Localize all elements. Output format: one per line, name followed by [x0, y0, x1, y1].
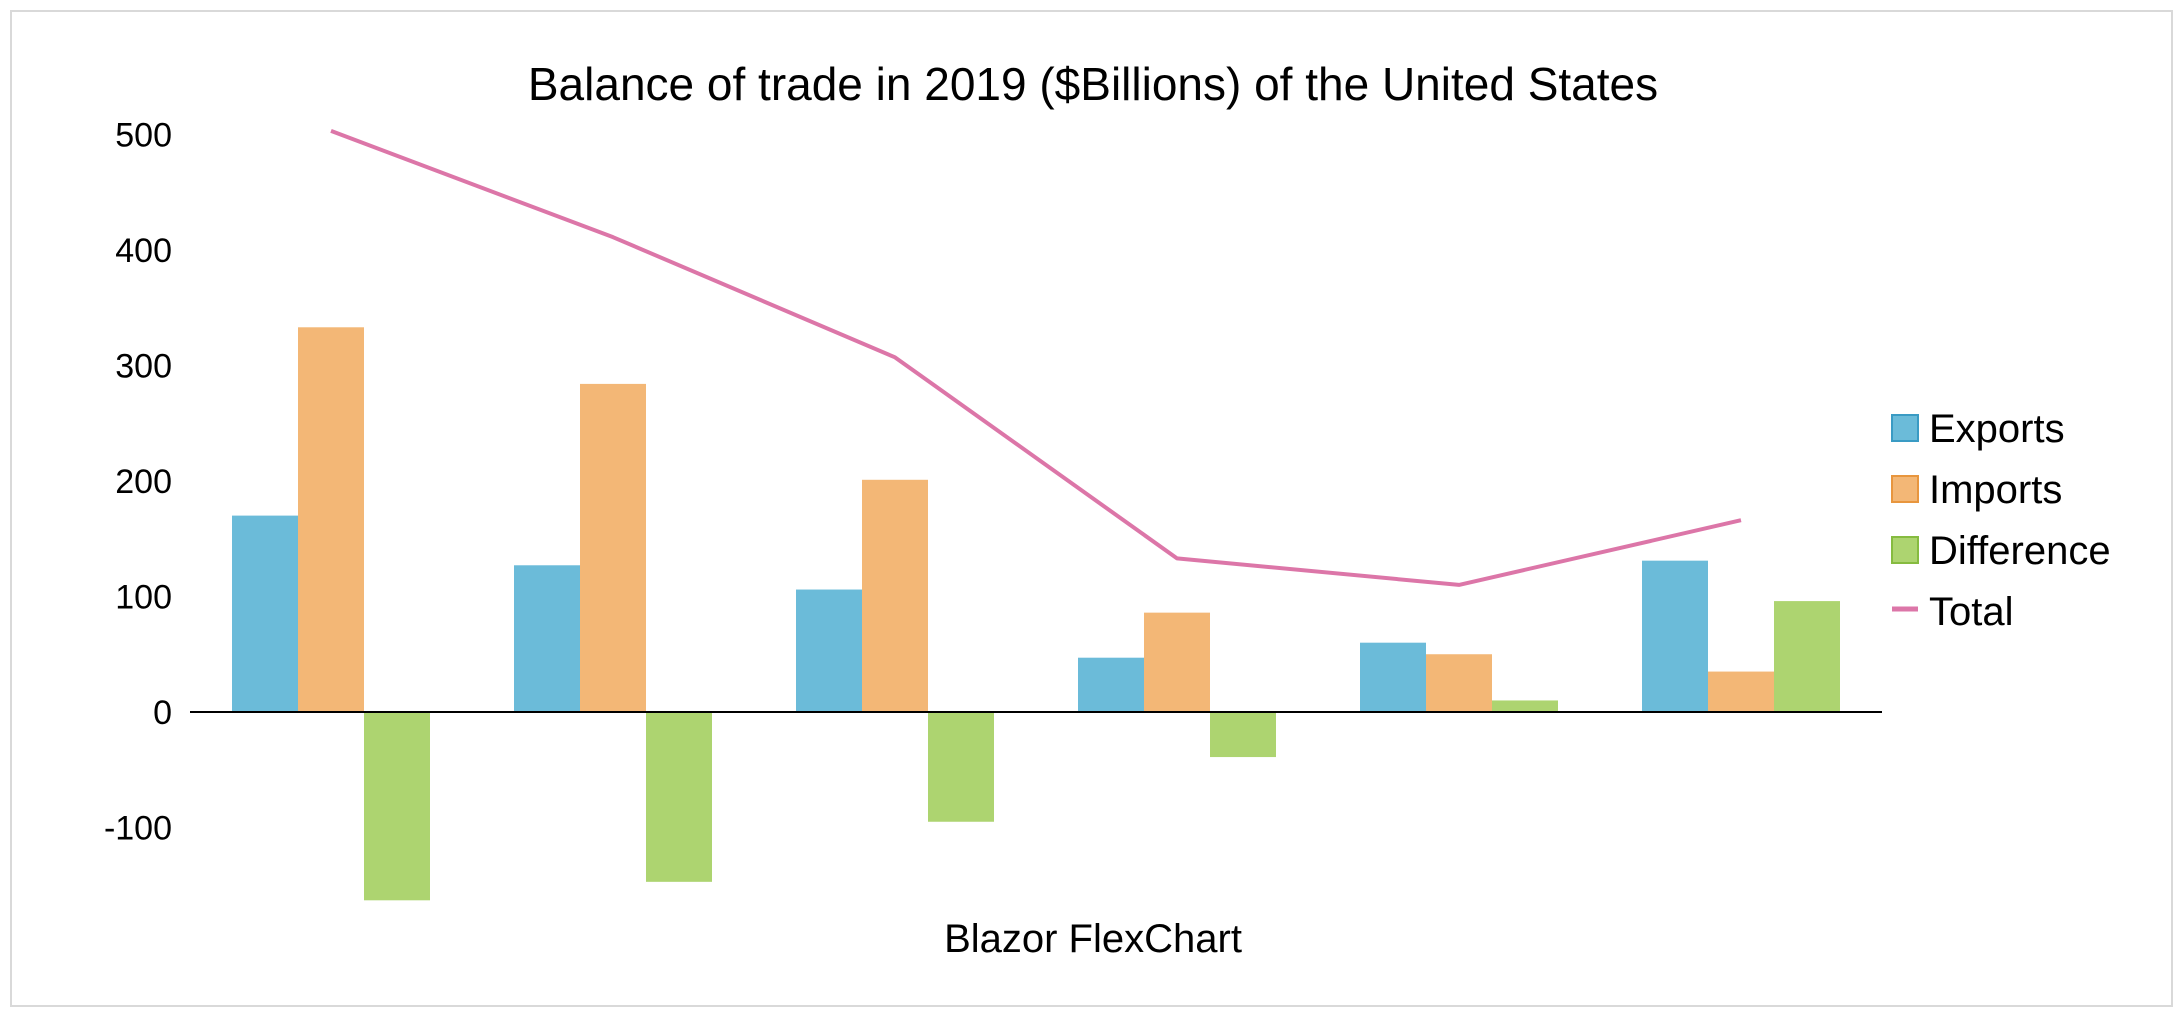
y-tick-label: 400: [115, 232, 172, 270]
line-total: [330, 129, 1742, 587]
legend-item-imports: Imports: [1891, 468, 2062, 512]
bar-difference: [1492, 700, 1558, 712]
legend-swatch: [1891, 536, 1919, 564]
chart-title: Balance of trade in 2019 ($Billions) of …: [528, 58, 1658, 110]
bar-series: [232, 327, 1840, 901]
bar-exports: [796, 589, 862, 712]
legend-label: Exports: [1929, 407, 2065, 451]
legend-item-total: Total: [1892, 590, 2014, 634]
legend-label: Total: [1929, 590, 2014, 634]
bar-imports: [862, 479, 928, 712]
y-tick-label: -100: [104, 810, 172, 848]
y-tick-label: 500: [115, 116, 172, 154]
legend-swatch: [1891, 475, 1919, 503]
bar-difference: [928, 712, 994, 822]
y-tick-label: 200: [115, 463, 172, 501]
bar-imports: [1426, 654, 1492, 712]
y-tick-label: 100: [115, 578, 172, 616]
legend: Exports Imports Difference Total: [1891, 407, 2111, 634]
legend-swatch: [1891, 414, 1919, 442]
series-imports-bars: [298, 327, 1774, 712]
series-difference-bars: [364, 601, 1840, 901]
bar-imports: [580, 383, 646, 712]
bar-exports: [514, 565, 580, 712]
line-series: [330, 129, 1742, 587]
bar-difference: [646, 712, 712, 882]
bar-difference: [1210, 712, 1276, 758]
bar-difference: [1774, 601, 1840, 712]
chart-footer: Blazor FlexChart: [944, 917, 1242, 961]
bar-exports: [1360, 642, 1426, 712]
y-axis-ticks: 500 400 300 200 100 0 -100: [104, 116, 172, 847]
legend-item-exports: Exports: [1891, 407, 2065, 451]
legend-item-difference: Difference: [1891, 529, 2111, 573]
bar-imports: [1144, 612, 1210, 712]
legend-label: Imports: [1929, 468, 2062, 512]
y-tick-label: 300: [115, 347, 172, 385]
y-tick-label: 0: [153, 694, 172, 732]
bar-imports: [298, 327, 364, 712]
series-exports-bars: [232, 515, 1708, 712]
bar-exports: [1642, 560, 1708, 712]
bar-exports: [1078, 657, 1144, 712]
bar-exports: [232, 515, 298, 712]
legend-label: Difference: [1929, 529, 2111, 573]
bar-imports: [1708, 671, 1774, 712]
bar-difference: [364, 712, 430, 901]
